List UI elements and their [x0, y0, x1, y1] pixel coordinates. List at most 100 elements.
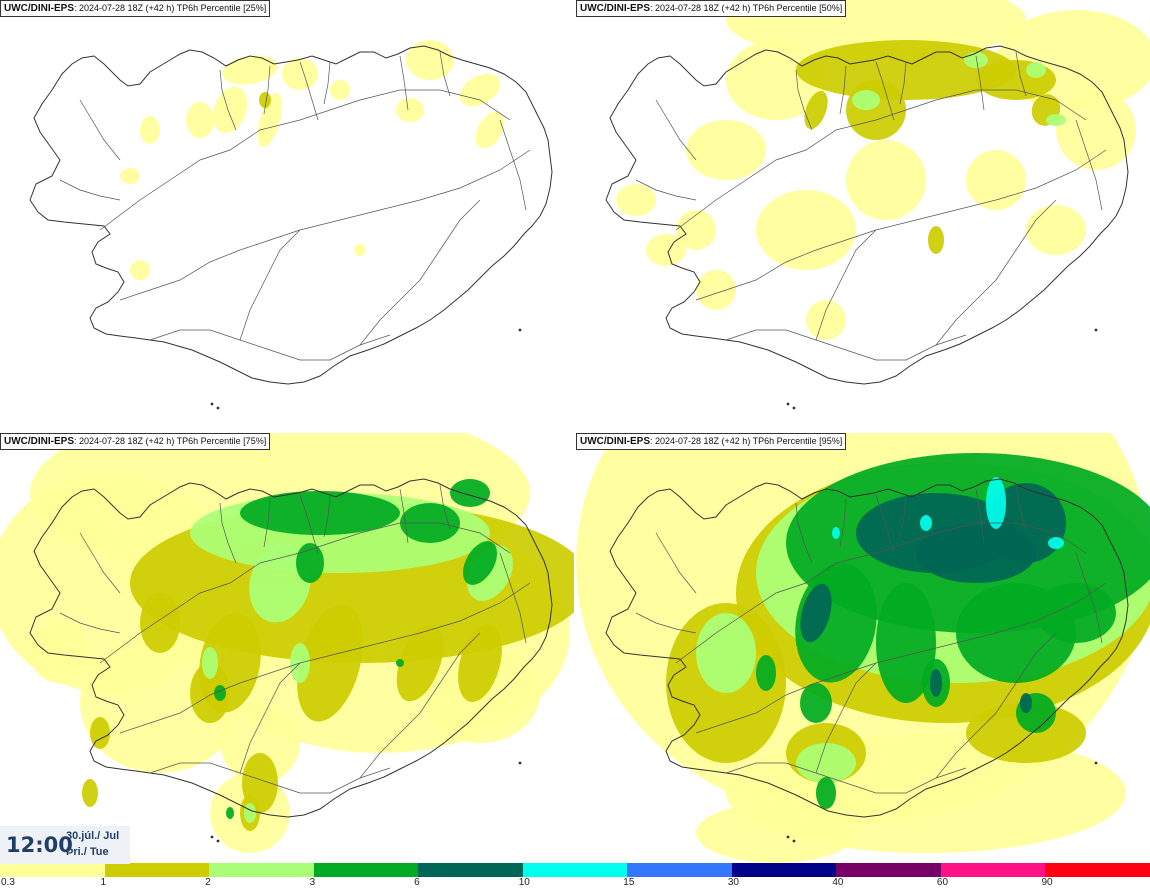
- road-line: [323, 494, 331, 538]
- precip-patch: [1046, 114, 1066, 126]
- precip-patch: [406, 40, 454, 80]
- map-panel-p75: UWC/DINI-EPS: 2024-07-28 18Z (+42 h) TP6…: [0, 433, 574, 864]
- road-line: [499, 119, 527, 211]
- precip-patch: [240, 491, 400, 535]
- precip-patch: [130, 260, 150, 280]
- precip-patch: [696, 803, 856, 863]
- road-line: [299, 494, 319, 554]
- road-line: [59, 612, 121, 634]
- precip-patch: [396, 624, 444, 702]
- precip-patch: [30, 623, 90, 683]
- island: [216, 839, 220, 843]
- colorbar-segment: [627, 863, 733, 877]
- colorbar-tick-label: 10: [518, 877, 530, 888]
- road-line: [59, 179, 121, 201]
- colorbar-segment: [731, 863, 837, 877]
- colorbar-legend: 0.3 1 2 3 6 10 15 30 40 60 90: [0, 863, 1150, 891]
- road-line: [725, 329, 967, 361]
- valid-day: Þri./ Tue: [66, 846, 109, 858]
- road-line: [935, 632, 1057, 779]
- road-line: [439, 51, 451, 97]
- precip-patch: [1020, 693, 1032, 713]
- road-line: [725, 762, 967, 794]
- precip-patch: [1026, 62, 1046, 78]
- road-line: [675, 89, 1087, 231]
- road-line: [263, 498, 271, 548]
- road-line: [899, 494, 907, 538]
- road-line: [99, 89, 511, 231]
- precip-patch: [646, 234, 686, 266]
- precip-patch: [282, 58, 318, 90]
- colorbar-segment: [313, 863, 419, 877]
- precip-patch: [296, 543, 324, 583]
- road-line: [899, 61, 907, 105]
- colorbar-tick-label: 60: [936, 877, 949, 888]
- precip-patch: [800, 683, 832, 723]
- precip-patch: [120, 168, 140, 184]
- precip-patch: [832, 527, 840, 539]
- precip-patch: [396, 98, 424, 122]
- colorbar-segment: [0, 863, 106, 877]
- island: [1094, 761, 1098, 765]
- island: [1094, 328, 1098, 332]
- road-line: [239, 229, 301, 341]
- road-line: [975, 488, 985, 544]
- colorbar-tick-label: 15: [623, 877, 635, 888]
- road-line: [239, 662, 301, 774]
- precip-patch: [616, 184, 656, 216]
- road-line: [219, 502, 237, 564]
- precip-patch: [244, 803, 256, 823]
- road-line: [499, 552, 527, 644]
- precip-patch: [90, 717, 110, 749]
- road-line: [975, 55, 985, 111]
- valid-date: 30.júl./ Jul: [66, 830, 120, 842]
- precip-patch: [796, 40, 1016, 100]
- road-line: [299, 61, 319, 121]
- colorbar-tick-label: 0.3: [1, 877, 15, 888]
- island: [518, 761, 522, 765]
- map-panel-p95: UWC/DINI-EPS: 2024-07-28 18Z (+42 h) TP6…: [576, 433, 1150, 864]
- map-panel-p50: UWC/DINI-EPS: 2024-07-28 18Z (+42 h) TP6…: [576, 0, 1150, 431]
- island: [786, 402, 790, 406]
- precip-field: [576, 433, 1150, 863]
- precip-patch: [756, 190, 856, 270]
- precip-patch: [222, 55, 278, 85]
- road-line: [655, 99, 697, 161]
- colorbar-tick-label: 30: [727, 877, 739, 888]
- precip-patch: [930, 669, 942, 697]
- road-line: [1015, 484, 1027, 530]
- road-line: [1075, 119, 1103, 211]
- precip-patch: [1026, 205, 1086, 255]
- colorbar-tick-label: 90: [1041, 877, 1053, 888]
- road-line: [635, 612, 697, 634]
- coastline: [605, 45, 1129, 385]
- precipitation-map: [576, 433, 1150, 863]
- road-line: [399, 488, 409, 544]
- colorbar-tick-label: 40: [832, 877, 844, 888]
- road-line: [399, 55, 409, 111]
- precip-patch: [450, 479, 490, 507]
- precip-patch: [140, 593, 180, 653]
- road-line: [99, 522, 511, 664]
- precip-patch: [354, 244, 366, 256]
- island: [786, 835, 790, 839]
- island: [792, 406, 796, 410]
- precip-patch: [852, 90, 880, 110]
- precip-patch: [459, 73, 501, 107]
- coastline: [29, 478, 553, 818]
- precip-patch: [1056, 90, 1136, 170]
- colorbar-segment: [418, 863, 524, 877]
- road-line: [149, 762, 391, 794]
- precip-patch: [846, 80, 906, 140]
- road-line: [323, 61, 331, 105]
- precip-patch: [330, 80, 350, 100]
- colorbar-segment: [940, 863, 1046, 877]
- road-line: [839, 65, 847, 115]
- precip-patch: [220, 703, 300, 783]
- island: [216, 406, 220, 410]
- precip-patch: [226, 807, 234, 819]
- colorbar-segment: [104, 863, 210, 877]
- island: [210, 402, 214, 406]
- precip-field: [120, 40, 505, 280]
- precip-patch: [696, 613, 756, 693]
